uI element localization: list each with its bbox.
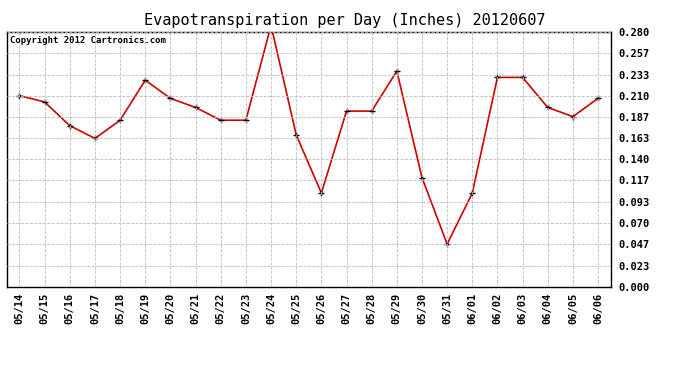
Text: Evapotranspiration per Day (Inches) 20120607: Evapotranspiration per Day (Inches) 2012… [144, 13, 546, 28]
Text: Copyright 2012 Cartronics.com: Copyright 2012 Cartronics.com [10, 36, 166, 45]
